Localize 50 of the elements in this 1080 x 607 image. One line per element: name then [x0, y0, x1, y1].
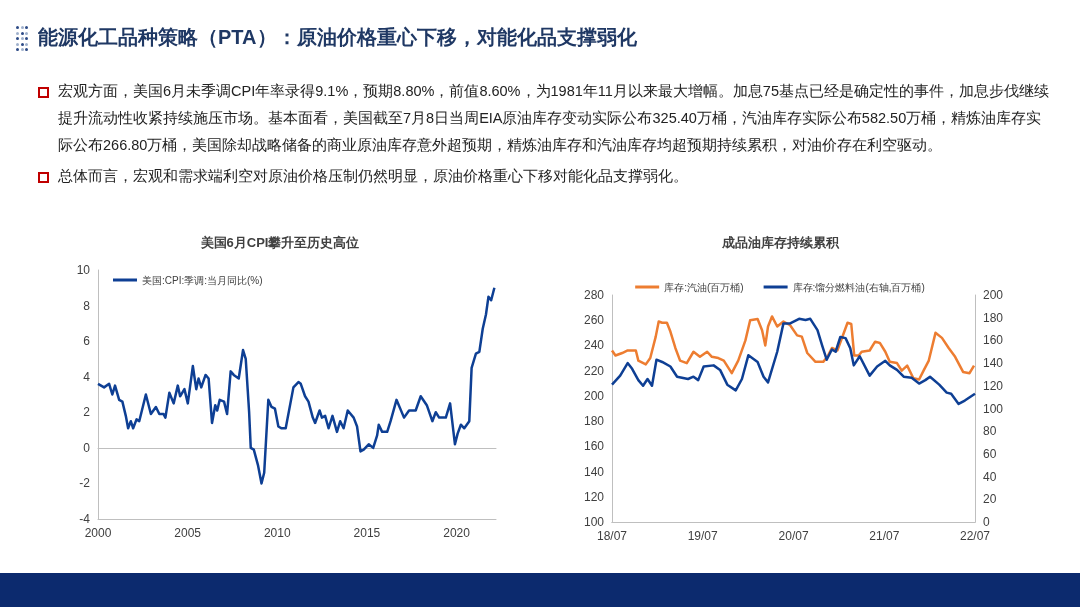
line-series — [610, 317, 977, 406]
y2-tick-label: 40 — [983, 469, 997, 484]
y-tick-label: 220 — [583, 363, 605, 378]
text: 宏观方面，美国6月未季调CPI年率录得9.1%，预期8.80%，前值8.60%，为1981年11月以来最大增幅。加息75基点已经是确定性的事件，加息步伐继续提升流动性收紧持续施压市场。基本面看，美国截至7月8日当周EIA原油库存变动实际公布325.40万桶，汽油库存实际公布582.50万桶，精炼油库存实际公布266.80万桶，美国除却战略储备的商业原油库存意外超预期，精炼油库存和汽油库存均超预期持续累积，对油价存在利空驱动。 — [57, 82, 1050, 155]
x-tick-label: 21/07 — [869, 529, 900, 543]
chart-title: 成品油库存持续累积 — [720, 235, 840, 250]
y2-tick-label: 80 — [983, 424, 997, 439]
line-series — [96, 286, 496, 485]
x-tick-label: 2020 — [443, 526, 471, 540]
y-tick-label: 4 — [83, 369, 91, 384]
chart-title: 美国6月CPI攀升至历史高位 — [199, 235, 360, 250]
y-tick-label: -2 — [79, 476, 91, 491]
y-tick-label: 200 — [583, 388, 605, 403]
y-tick-label: 140 — [583, 464, 605, 479]
y-tick-label: 2 — [83, 405, 91, 420]
y-tick-label: 100 — [583, 515, 605, 529]
x-tick-label: 20/07 — [778, 529, 809, 543]
y-tick-label: 240 — [583, 338, 605, 353]
y-tick-label: 160 — [583, 439, 605, 454]
x-tick-label: 22/07 — [959, 529, 991, 543]
y2-tick-label: 20 — [983, 492, 997, 507]
y-tick-label: 8 — [83, 298, 91, 313]
x-tick-label: 2005 — [174, 526, 202, 540]
y-tick-label: 260 — [583, 313, 605, 328]
y-tick-label: 10 — [76, 263, 91, 277]
x-tick-label: 19/07 — [687, 529, 719, 543]
legend-label: 库存:汽油(百万桶) — [664, 281, 744, 293]
x-tick-label: 2015 — [353, 526, 381, 540]
y2-tick-label: 60 — [983, 446, 997, 461]
text: 总体而言，宏观和需求端利空对原油价格压制仍然明显，原油价格重心下移对能化品支撑弱化。 — [57, 167, 689, 186]
y2-tick-label: 160 — [983, 333, 1004, 348]
y-tick-label: 280 — [583, 288, 605, 302]
x-tick-label: 2010 — [263, 526, 291, 540]
y-tick-label: -4 — [79, 512, 91, 526]
y2-tick-label: 200 — [983, 288, 1004, 302]
legend-label: 美国:CPI:季调:当月同比(%) — [142, 274, 263, 286]
y-tick-label: 6 — [83, 334, 91, 349]
y2-tick-label: 100 — [983, 401, 1004, 416]
y-tick-label: 120 — [583, 489, 605, 504]
text: 能源化工品种策略（PTA）：原油价格重心下移，对能化品支撑弱化 — [38, 25, 637, 50]
line-series — [610, 315, 976, 381]
x-tick-label: 2000 — [84, 526, 112, 540]
x-tick-label: 18/07 — [596, 529, 628, 543]
y2-tick-label: 0 — [983, 515, 990, 529]
y-tick-label: 0 — [83, 440, 91, 455]
y-tick-label: 180 — [583, 414, 605, 429]
y2-tick-label: 140 — [983, 356, 1004, 371]
legend-label: 库存:馏分燃料油(右轴,百万桶) — [792, 281, 925, 293]
y2-tick-label: 180 — [983, 310, 1004, 325]
y2-tick-label: 120 — [983, 378, 1004, 393]
